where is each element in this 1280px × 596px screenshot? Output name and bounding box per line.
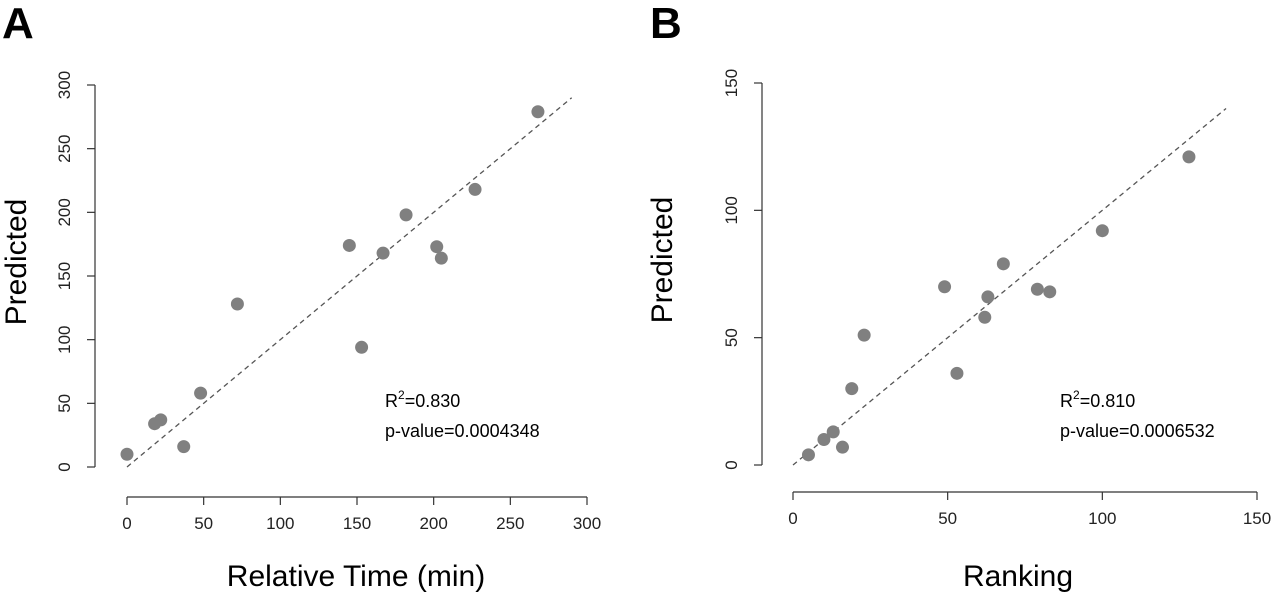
points-b — [801, 150, 1196, 462]
y-axis-title-a: Predicted — [0, 199, 33, 326]
y-tick-label-a: 0 — [55, 462, 74, 471]
x-tick-label-a: 50 — [194, 514, 213, 533]
data-point-b — [950, 366, 964, 380]
r2-annotation-a: R2=0.830 — [385, 388, 460, 411]
data-point-b — [817, 433, 831, 447]
data-point-a — [120, 447, 134, 461]
data-point-b — [938, 280, 952, 294]
data-point-a — [468, 182, 482, 196]
data-point-a — [434, 251, 448, 265]
x-axis-title-b: Ranking — [963, 560, 1073, 593]
x-tick-label-a: 100 — [266, 514, 294, 533]
data-point-a — [154, 413, 168, 427]
x-tick-label-a: 150 — [343, 514, 371, 533]
panel-a: A 0 50 100 150 200 250 300 050100150200250300 … — [0, 0, 601, 593]
x-tick-label-b: 0 — [788, 509, 797, 528]
y-axis-a: 0 50 100 150 200 250 300 — [55, 71, 96, 472]
data-point-b — [996, 257, 1010, 271]
x-tick-label-b: 50 — [938, 509, 957, 528]
y-tick-label-b: 100 — [722, 196, 741, 224]
panel-letter-a: A — [2, 0, 34, 48]
data-point-a — [376, 246, 390, 260]
data-point-b — [1095, 224, 1109, 238]
data-point-b — [857, 328, 871, 342]
panel-letter-b: B — [650, 0, 682, 48]
data-point-a — [194, 386, 208, 400]
y-tick-label-b: 0 — [722, 460, 741, 469]
y-tick-label-a: 200 — [55, 198, 74, 226]
data-point-a — [177, 440, 191, 454]
data-point-b — [801, 448, 815, 462]
pvalue-annotation-a: p-value=0.0004348 — [385, 421, 540, 441]
data-point-b — [835, 440, 849, 454]
x-tick-label-a: 300 — [573, 514, 601, 533]
x-tick-label-a: 200 — [419, 514, 447, 533]
x-axis-b: 0 50 100 150 — [788, 491, 1271, 528]
data-point-b — [826, 425, 840, 439]
data-point-a — [230, 297, 244, 311]
data-point-b — [845, 382, 859, 396]
y-tick-label-b: 150 — [722, 69, 741, 97]
y-tick-label-a: 300 — [55, 71, 74, 99]
y-tick-label-b: 50 — [722, 328, 741, 347]
x-tick-label-a: 250 — [496, 514, 524, 533]
points-a — [120, 105, 545, 461]
data-point-a — [430, 240, 444, 254]
x-tick-label-a: 0 — [122, 514, 131, 533]
data-point-b — [981, 290, 995, 304]
data-point-b — [1030, 282, 1044, 296]
data-point-a — [531, 105, 545, 119]
y-axis-b: 0 50 100 150 — [722, 69, 763, 470]
x-tick-label-b: 100 — [1088, 509, 1116, 528]
y-axis-title-b: Predicted — [646, 197, 679, 324]
data-point-b — [1182, 150, 1196, 164]
x-axis-a: 0 50 100 150 200 250 300 — [122, 496, 601, 533]
fit-line-a — [126, 97, 573, 468]
data-point-a — [355, 340, 369, 354]
data-point-a — [399, 208, 413, 222]
data-point-b — [1043, 285, 1057, 299]
x-tick-label-b: 150 — [1243, 509, 1271, 528]
y-tick-label-a: 250 — [55, 134, 74, 162]
data-point-b — [978, 310, 992, 324]
pvalue-annotation-b: p-value=0.0006532 — [1060, 421, 1215, 441]
y-tick-label-a: 100 — [55, 325, 74, 353]
y-tick-label-a: 150 — [55, 262, 74, 290]
data-point-a — [342, 238, 356, 252]
r2-annotation-b: R2=0.810 — [1060, 388, 1135, 411]
x-axis-title-a: Relative Time (min) — [227, 560, 485, 593]
fit-line-b — [792, 107, 1227, 466]
y-tick-label-a: 50 — [55, 394, 74, 413]
